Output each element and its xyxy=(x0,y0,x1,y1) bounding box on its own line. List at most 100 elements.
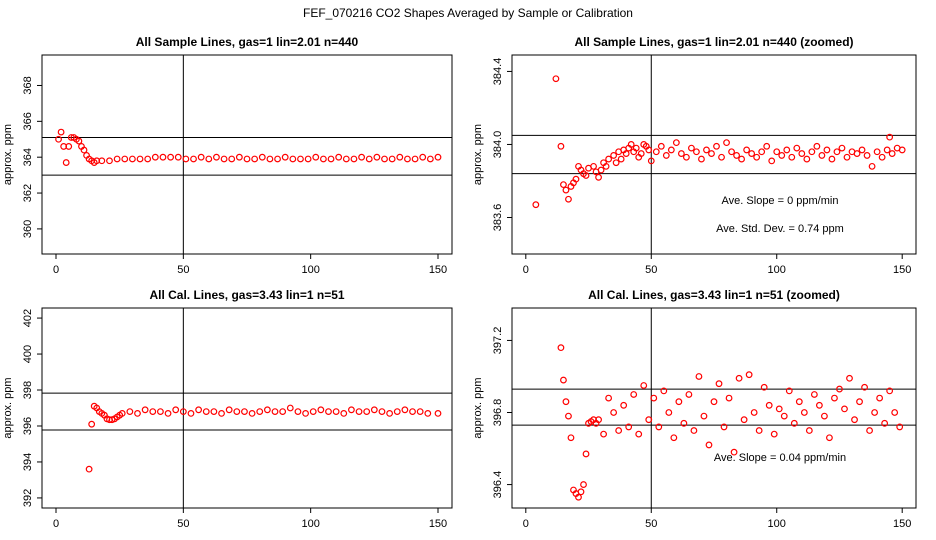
point xyxy=(590,162,597,170)
point xyxy=(713,142,720,150)
point xyxy=(605,155,613,163)
point xyxy=(235,153,243,161)
point xyxy=(853,150,861,157)
point xyxy=(778,152,786,159)
point xyxy=(557,344,565,352)
point xyxy=(243,155,251,163)
point xyxy=(836,385,843,393)
plot-frame xyxy=(511,307,917,509)
y-tick-label: 396.8 xyxy=(492,399,504,427)
point xyxy=(600,430,607,438)
point xyxy=(891,409,899,416)
point xyxy=(647,157,655,165)
point xyxy=(597,166,605,174)
chart-title: All Sample Lines, gas=1 lin=2.01 n=440 xyxy=(136,35,359,49)
x-tick-label: 50 xyxy=(177,518,189,530)
point xyxy=(863,152,871,159)
point xyxy=(381,155,388,163)
point xyxy=(297,155,304,163)
x-tick-label: 150 xyxy=(429,518,447,530)
point xyxy=(748,150,756,157)
point xyxy=(745,371,753,379)
point xyxy=(182,155,190,163)
point xyxy=(803,155,811,163)
chart-title: All Sample Lines, gas=1 lin=2.01 n=440 (… xyxy=(574,35,853,49)
point xyxy=(843,153,851,161)
figure-title: FEF_070216 CO2 Shapes Averaged by Sample… xyxy=(303,6,633,20)
point xyxy=(121,155,129,163)
point xyxy=(881,419,889,427)
point xyxy=(645,146,653,154)
x-tick-label: 0 xyxy=(53,518,59,530)
point xyxy=(172,406,180,414)
point xyxy=(532,201,540,209)
point xyxy=(698,155,705,163)
point xyxy=(861,383,868,391)
point xyxy=(610,409,618,416)
x-tick-label: 0 xyxy=(523,518,529,530)
point xyxy=(582,172,590,179)
point xyxy=(677,150,685,157)
point xyxy=(75,137,83,145)
point xyxy=(281,153,289,161)
point xyxy=(818,152,826,159)
point xyxy=(233,408,241,415)
point xyxy=(419,153,427,161)
point xyxy=(386,409,394,417)
point xyxy=(723,139,730,147)
x-tick-label: 150 xyxy=(893,518,911,530)
point xyxy=(118,409,126,417)
y-tick-label: 396 xyxy=(22,417,34,435)
point xyxy=(826,434,833,442)
point xyxy=(263,406,271,414)
point xyxy=(846,374,853,382)
point xyxy=(129,155,136,163)
point xyxy=(55,135,62,143)
point xyxy=(851,416,858,424)
point xyxy=(798,150,806,157)
point xyxy=(665,409,673,416)
point xyxy=(740,416,748,424)
point xyxy=(350,155,358,163)
point xyxy=(612,159,620,167)
point xyxy=(279,408,287,415)
y-axis-label: approx. ppm xyxy=(2,124,14,185)
point xyxy=(388,155,396,163)
point xyxy=(898,146,906,154)
x-tick-label: 100 xyxy=(301,518,319,530)
y-tick-label: 384.0 xyxy=(492,131,504,159)
point xyxy=(256,408,264,415)
point xyxy=(710,398,718,406)
point xyxy=(370,406,378,414)
point xyxy=(309,408,317,415)
point xyxy=(134,409,141,417)
point xyxy=(735,374,743,382)
point xyxy=(167,153,175,161)
point xyxy=(567,434,575,442)
point xyxy=(770,430,778,438)
point xyxy=(700,412,708,420)
point xyxy=(378,408,386,415)
point xyxy=(274,155,281,163)
point xyxy=(595,173,602,181)
point xyxy=(179,408,187,415)
point xyxy=(424,409,432,417)
point xyxy=(785,387,793,395)
y-tick-label: 400 xyxy=(22,345,34,363)
point xyxy=(810,391,818,398)
point xyxy=(730,448,738,456)
point xyxy=(693,148,700,156)
point xyxy=(582,450,590,458)
point xyxy=(645,416,653,424)
point xyxy=(404,155,411,163)
point xyxy=(828,155,836,163)
x-tick-label: 100 xyxy=(301,264,319,276)
point xyxy=(632,144,640,152)
point xyxy=(426,155,434,163)
point xyxy=(873,148,881,156)
point xyxy=(695,373,703,380)
point xyxy=(434,153,442,161)
point xyxy=(622,150,630,157)
point xyxy=(302,409,309,417)
point xyxy=(627,141,635,148)
